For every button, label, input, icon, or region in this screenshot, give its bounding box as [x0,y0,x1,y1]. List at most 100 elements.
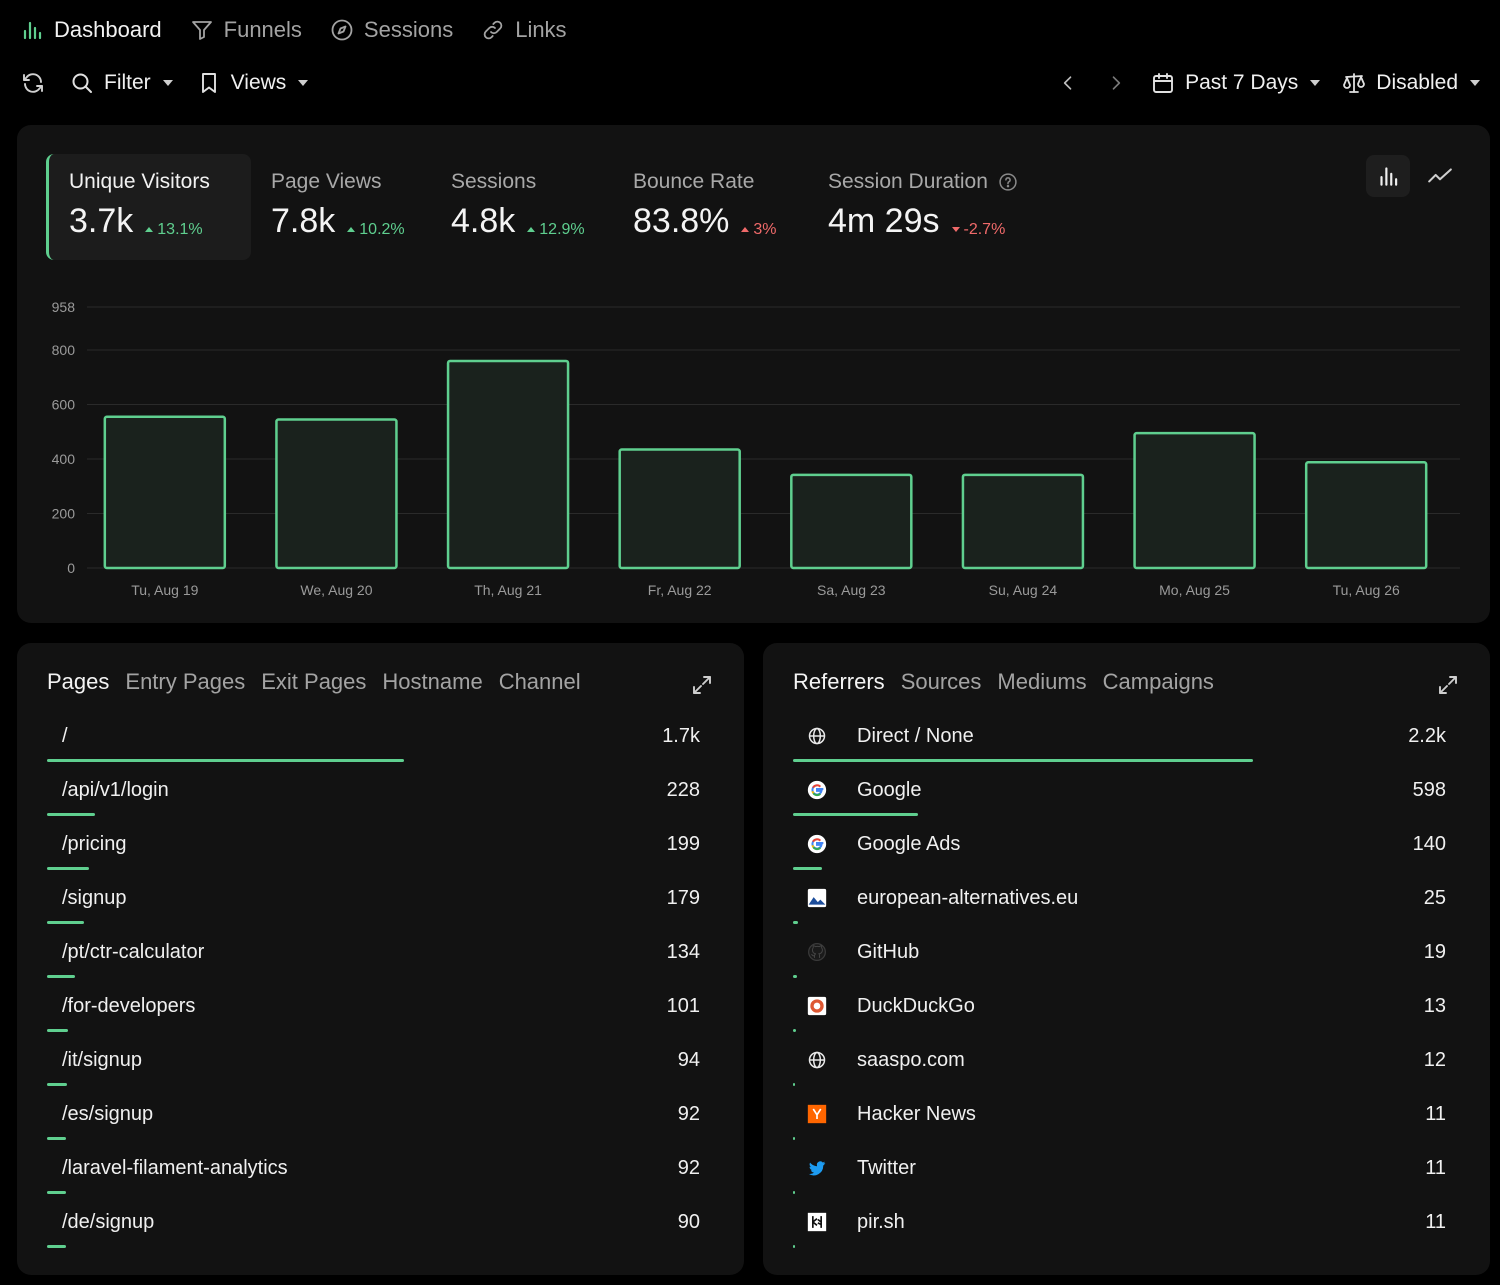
chart-bar[interactable] [1304,461,1428,570]
list-item[interactable]: /it/signup 94 [47,1035,700,1089]
list-item[interactable]: Google 598 [793,765,1446,819]
list-item-value: 92 [677,1157,700,1179]
help-icon[interactable] [998,172,1018,192]
metric-label: Session Duration [828,170,988,193]
previous-period-button[interactable] [1055,70,1081,96]
x-tick-label: Sa, Aug 23 [817,582,886,598]
tab-sources[interactable]: Sources [900,669,982,694]
list-item-label: /pricing [62,833,127,855]
tab-pages[interactable]: Pages [47,669,110,694]
list-item[interactable]: /laravel-filament-analytics 92 [47,1143,700,1197]
chart-bar[interactable] [275,418,398,570]
x-tick-label: Tu, Aug 26 [1333,582,1400,598]
chevron-down-icon [1470,80,1480,86]
referrers-card: Referrers Sources Mediums Campaigns Dire… [763,643,1490,1275]
tab-exit-pages[interactable]: Exit Pages [261,669,367,694]
list-item-label: /signup [62,887,127,909]
metric-change-value: -2.7% [963,220,1006,238]
share-bar [47,759,404,762]
list-item[interactable]: /pt/ctr-calculator 134 [47,927,700,981]
visitors-bar-chart: 0 200 400 600 800 958 Tu, Aug 19 We, Aug 20 Th, … [52,299,1460,598]
metric-change: 10.2% [347,221,405,239]
tab-mediums[interactable]: Mediums [997,669,1087,694]
list-item[interactable]: /signup 179 [47,873,700,927]
list-item[interactable]: european-alternatives.eu 25 [793,873,1446,927]
bar-chart-icon [1380,167,1398,186]
metric-bounce-rate[interactable]: Bounce Rate 83.8% 3% [613,154,808,260]
list-item-value: 11 [1425,1103,1446,1125]
pages-tabs: Pages Entry Pages Exit Pages Hostname Ch… [47,669,581,695]
next-period-button[interactable] [1103,70,1129,96]
chart-bar[interactable] [446,359,570,570]
tab-campaigns[interactable]: Campaigns [1102,669,1214,694]
list-item[interactable]: /de/signup 90 [47,1197,700,1251]
list-item[interactable]: DuckDuckGo 13 [793,981,1446,1035]
list-item[interactable]: saaspo.com 12 [793,1035,1446,1089]
chevron-down-icon [162,80,173,86]
list-item-label: pir.sh [857,1211,905,1233]
tab-entry-pages[interactable]: Entry Pages [125,669,246,694]
list-item[interactable]: pir.sh 11 [793,1197,1446,1251]
list-item-label: DuckDuckGo [857,995,975,1017]
tab-hostname[interactable]: Hostname [382,669,483,694]
share-bar [47,867,89,870]
compare-select[interactable]: Disabled [1342,71,1480,95]
tab-channel[interactable]: Channel [498,669,581,694]
views-button[interactable]: Views [197,71,309,95]
duckduckgo-icon [807,996,827,1016]
funnel-icon [191,21,212,40]
list-item-label: GitHub [857,941,920,963]
referrers-list: Direct / None 2.2k Google 598 Google Ads 140 e… [793,711,1446,1251]
list-item[interactable]: Direct / None 2.2k [793,711,1446,765]
share-bar [793,975,797,978]
metric-session-duration[interactable]: Session Duration 4m 29s -2.7% [808,154,1048,260]
metric-change: 13.1% [145,220,203,239]
chart-type-toggle [1366,155,1462,197]
chart-bar[interactable] [103,415,227,570]
metric-sessions[interactable]: Sessions 4.8k 12.9% [431,154,613,260]
share-bar [793,867,822,870]
bar-chart-toggle[interactable] [1366,155,1410,197]
share-bar [47,921,84,924]
list-item-value: 11 [1425,1211,1446,1233]
list-item[interactable]: Google Ads 140 [793,819,1446,873]
chevron-left-icon [1063,76,1072,90]
nav-dashboard[interactable]: Dashboard [20,17,162,43]
list-item[interactable]: /for-developers 101 [47,981,700,1035]
chart-bar[interactable] [618,448,741,570]
list-item-value: 12 [1423,1049,1446,1071]
list-item[interactable]: Hacker News 11 [793,1089,1446,1143]
list-item[interactable]: GitHub 19 [793,927,1446,981]
nav-funnels[interactable]: Funnels [190,17,302,43]
scale-icon [1343,73,1366,93]
list-item[interactable]: /pricing 199 [47,819,700,873]
tab-referrers[interactable]: Referrers [793,669,885,694]
date-range-select[interactable]: Past 7 Days [1151,71,1321,95]
metric-unique-visitors[interactable]: Unique Visitors 3.7k 13.1% [46,154,251,260]
chart-bar[interactable] [1133,431,1256,570]
share-bar [793,1029,796,1032]
nav-links[interactable]: Links [481,17,567,43]
metric-change-value: 13.1% [157,220,203,238]
y-tick-label: 958 [52,299,76,315]
list-item[interactable]: / 1.7k [47,711,700,765]
views-label: Views [230,71,287,94]
chart-bar[interactable] [790,473,913,570]
metric-page-views[interactable]: Page Views 7.8k 10.2% [251,154,431,260]
expand-icon[interactable] [690,673,714,697]
arrow-down-icon [951,227,960,232]
nav-sessions[interactable]: Sessions [330,17,453,43]
expand-icon[interactable] [1436,673,1460,697]
list-item[interactable]: /es/signup 92 [47,1089,700,1143]
list-item-value: 101 [666,995,700,1017]
date-range-label: Past 7 Days [1185,71,1299,94]
x-tick-label: Su, Aug 24 [989,582,1058,598]
list-item-value: 92 [677,1103,700,1125]
metric-tabs: Unique Visitors 3.7k 13.1% Page Views 7.… [46,154,1048,260]
list-item[interactable]: /api/v1/login 228 [47,765,700,819]
filter-button[interactable]: Filter [70,71,173,95]
list-item[interactable]: Twitter 11 [793,1143,1446,1197]
refresh-button[interactable] [20,70,46,96]
line-chart-toggle[interactable] [1418,155,1462,197]
chart-bar[interactable] [961,473,1085,570]
